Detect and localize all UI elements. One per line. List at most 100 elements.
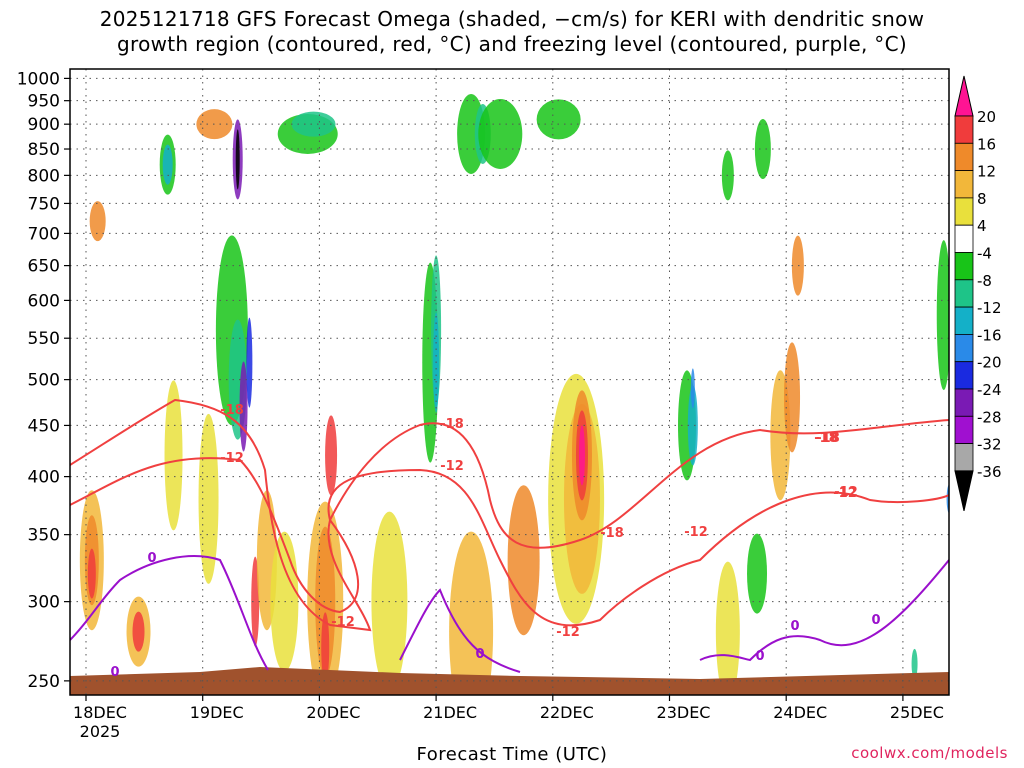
colorbar-label: -32: [977, 436, 1002, 454]
contour-label-dgz: -12: [834, 485, 858, 500]
shade-blob: [291, 111, 336, 137]
contour-label-dgz: -12: [331, 615, 355, 630]
contour-line: [70, 555, 269, 671]
shade-blob: [132, 611, 145, 652]
y-tick-label: 800: [28, 166, 60, 186]
shade-blob: [325, 415, 338, 496]
colorbar-box: [954, 388, 974, 417]
shade-blob: [198, 413, 219, 584]
chart-title-line-2: growth region (contoured, red, °C) and f…: [117, 32, 907, 56]
terrain-area: [70, 667, 949, 695]
shade-blob: [687, 385, 698, 466]
contour-line: [70, 457, 949, 627]
colorbar-box: [954, 170, 974, 199]
shade-blob: [270, 531, 299, 672]
y-tick-label: 600: [28, 291, 60, 311]
shade-blob: [164, 380, 183, 531]
y-tick-label: 650: [28, 257, 60, 277]
y-tick-label: 700: [28, 224, 60, 244]
y-tick-label: 950: [28, 92, 60, 112]
y-tick-label: 350: [28, 526, 60, 546]
contour-label-dgz: -12: [220, 451, 244, 466]
shade-blob: [251, 556, 260, 647]
chart-title-line-1: 2025121718 GFS Forecast Omega (shaded, −…: [99, 7, 925, 31]
shade-blob: [536, 99, 581, 140]
contour-label-freezing: 0: [790, 619, 799, 634]
contour-label-dgz: -18: [814, 431, 838, 446]
colorbar-box: [954, 115, 974, 144]
contour-label-freezing: 0: [147, 551, 156, 566]
contour-label-freezing: 0: [871, 613, 880, 628]
x-tick-label: 19DEC: [190, 703, 244, 722]
x-tick-label: 23DEC: [657, 703, 711, 722]
x-tick-label: 21DEC: [423, 703, 477, 722]
colorbar-label: 16: [977, 135, 996, 153]
colorbar-label: -20: [977, 354, 1002, 372]
colorbar-box: [954, 361, 974, 390]
x-axis: 18DEC 19DEC 20DEC 21DEC 22DEC 23DEC 24DEC 25DEC…: [73, 695, 944, 741]
shade-blob: [449, 531, 494, 695]
x-tick-label: 24DEC: [773, 703, 827, 722]
shade-blob: [162, 144, 173, 185]
contour-lines: [70, 398, 949, 673]
contour-label-dgz: -12: [556, 625, 580, 640]
contour-label-freezing: 0: [475, 647, 484, 662]
contour-label-freezing: 0: [755, 649, 764, 664]
colorbar-box: [954, 333, 974, 363]
shade-blob: [754, 119, 771, 180]
shade-blob: [321, 612, 330, 683]
y-axis: 250 300 350 400 450 500 550 600 650 700 750 800 850 9…: [17, 69, 70, 692]
colorbar-label: -36: [977, 463, 1002, 481]
contour-label-dgz: -18: [600, 526, 624, 541]
colorbar-box: [954, 142, 974, 172]
shade-blob: [239, 361, 248, 452]
x-axis-title: Forecast Time (UTC): [416, 744, 608, 765]
y-tick-label: 500: [28, 371, 60, 391]
contour-line: [399, 588, 521, 673]
contour-label-dgz: -12: [440, 459, 464, 474]
colorbar-label: -24: [977, 381, 1002, 399]
y-tick-label: 450: [28, 416, 60, 436]
shade-blob: [315, 526, 336, 677]
colorbar-label: -28: [977, 408, 1002, 426]
shade-blob: [507, 485, 540, 636]
x-year-label: 2025: [80, 722, 121, 741]
y-tick-label: 300: [28, 593, 60, 613]
shade-blob: [235, 129, 240, 190]
contour-label-dgz: -12: [684, 525, 708, 540]
colorbar-label: 4: [977, 217, 987, 235]
x-tick-label: 22DEC: [540, 703, 594, 722]
y-tick-label: 850: [28, 140, 60, 160]
contour-line: [70, 398, 949, 632]
colorbar-box: [954, 224, 974, 253]
colorbar-label: 20: [977, 108, 996, 126]
colorbar-box: [954, 443, 974, 472]
x-tick-label: 18DEC: [73, 703, 127, 722]
y-tick-label: 250: [28, 672, 60, 692]
shade-blob: [715, 561, 740, 695]
colorbar-box: [954, 197, 974, 226]
shade-blob: [89, 201, 106, 242]
plot-frame: [69, 68, 950, 696]
contour-label-dgz: -18: [440, 417, 464, 432]
shade-blob: [478, 98, 523, 169]
credit-link[interactable]: coolwx.com/models: [851, 744, 1008, 762]
terrain-fill: [70, 667, 949, 695]
x-tick-label: 20DEC: [306, 703, 360, 722]
shade-blob: [246, 317, 253, 408]
shade-blob: [747, 533, 768, 614]
y-tick-label: 750: [28, 194, 60, 214]
shade-blob: [936, 240, 949, 391]
colorbar: 20 16 12 8 4 -4 -8 -12 -16 -20 -24 -28 -32 -36: [954, 75, 1002, 512]
shade-blob: [791, 235, 804, 296]
shade-blob: [87, 548, 96, 599]
colorbar-box: [954, 415, 974, 444]
y-tick-label: 400: [28, 468, 60, 488]
shade-blob: [784, 342, 801, 453]
colorbar-label: -16: [977, 326, 1002, 344]
colorbar-label: -12: [977, 299, 1002, 317]
contour-label-dgz: -18: [816, 431, 840, 446]
colorbar-label: 12: [977, 163, 996, 181]
